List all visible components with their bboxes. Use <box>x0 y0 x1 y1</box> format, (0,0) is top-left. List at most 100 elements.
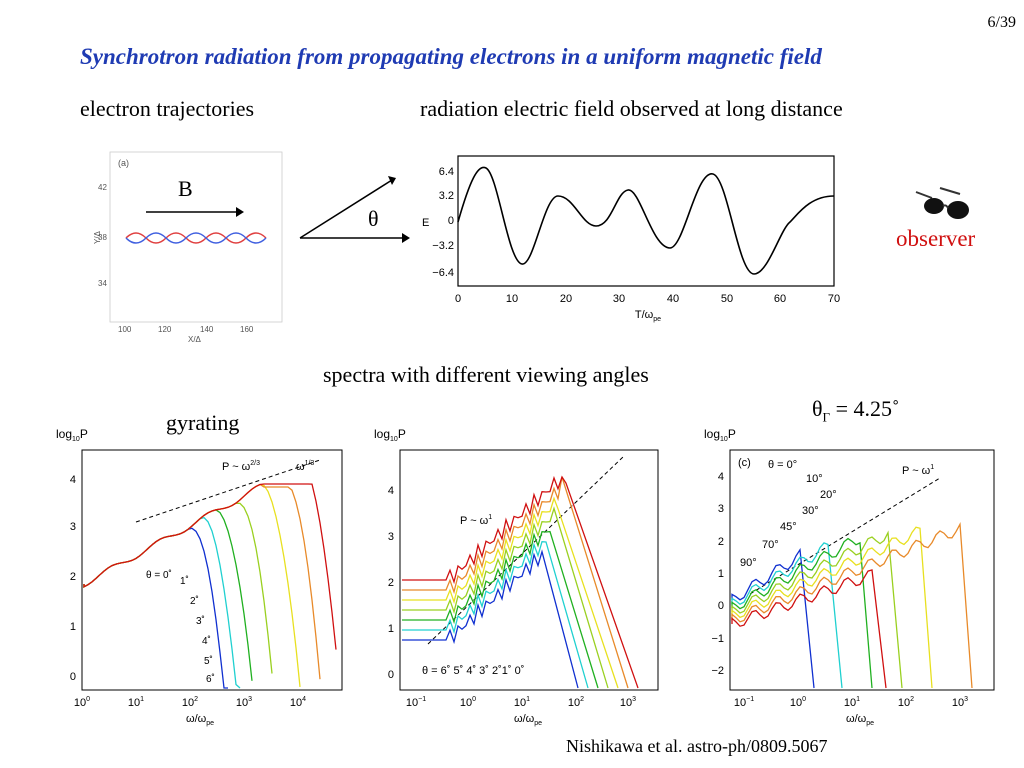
spec3-angle: 90° <box>740 557 757 569</box>
spec1-angle: 6˚ <box>206 673 215 685</box>
panel-a-xtick: 160 <box>240 325 254 334</box>
spec3-curve <box>731 522 973 689</box>
efield-curve <box>457 166 835 275</box>
panel-a-ytick: 34 <box>98 279 107 288</box>
panel-a-tag: (a) <box>118 158 129 168</box>
spec1-xtick: 103 <box>236 696 252 709</box>
spec3-xtick: 10−1 <box>734 696 754 709</box>
panel-a-ylabel: Y/Δ <box>93 230 102 244</box>
radiation-label: radiation electric field observed at lon… <box>420 96 843 121</box>
spec2-curve <box>402 496 619 689</box>
trajectory-figure: (a) 42 38 34 100 120 140 160 X/Δ Y/Δ <box>93 151 283 344</box>
spec3-angle: 10° <box>806 473 823 485</box>
efield-xtick: 70 <box>828 293 840 305</box>
spec3-xtick: 103 <box>952 696 968 709</box>
spec3-angle: 20° <box>820 489 837 501</box>
spec3-xtick: 100 <box>790 696 806 709</box>
spec1-angle: 3˚ <box>196 615 205 627</box>
spec3-curve <box>731 542 843 689</box>
spec1-xlabel: ω/ωpe <box>186 713 214 727</box>
spec2-curve <box>402 549 579 689</box>
spec3-tag: (c) <box>738 457 751 469</box>
efield-xtick: 10 <box>506 293 518 305</box>
spec2-ylabel: log10P <box>374 427 406 443</box>
spec2-curves <box>402 475 639 689</box>
spec2-ytick: 0 <box>388 669 394 681</box>
spec3-curves <box>731 522 973 689</box>
theta-gamma-label: θΓ = 4.25˚ <box>812 396 900 425</box>
panel-a-xtick: 100 <box>118 325 132 334</box>
page-number: 6/39 <box>987 14 1016 31</box>
panel-a-xlabel: X/Δ <box>188 335 202 344</box>
observer-label: observer <box>896 226 976 251</box>
spec3-ylabel: log10P <box>704 427 736 443</box>
spec3-ann: P ~ ω1 <box>902 464 934 477</box>
spec3-angle: 30° <box>802 505 819 517</box>
spec2-xtick: 10−1 <box>406 696 426 709</box>
panel-a-ytick: 42 <box>98 183 107 192</box>
spec2-xtick: 102 <box>568 696 584 709</box>
trajectory-blue <box>125 232 267 244</box>
spec1-angle: 5˚ <box>204 655 213 667</box>
spec2-angles: θ = 6˚ 5˚ 4˚ 3˚ 2˚1˚ 0˚ <box>422 665 524 677</box>
panel-a-ytick: 38 <box>98 233 107 242</box>
trajectory-red <box>125 232 267 244</box>
spec3-ytick: −2 <box>711 665 724 677</box>
spec1-xtick: 104 <box>290 696 306 709</box>
spec2-curve <box>402 476 629 689</box>
spec3-curve <box>731 530 903 689</box>
spec2-curve <box>402 530 599 689</box>
efield-xtick: 60 <box>774 293 786 305</box>
spec3-curve <box>731 547 815 689</box>
spec3-curve <box>731 569 887 689</box>
spec2-curve <box>402 506 609 689</box>
spec1-ytick: 3 <box>70 521 76 533</box>
efield-ytick: 0 <box>448 215 454 227</box>
spec1-curves <box>83 483 337 689</box>
spec1-ann-a: P ~ ω2/3 <box>222 460 260 473</box>
panel-a-xtick: 120 <box>158 325 172 334</box>
efield-xtick: 50 <box>721 293 733 305</box>
panel-a-xtick: 140 <box>200 325 214 334</box>
efield-ytick: −6.4 <box>432 267 454 279</box>
spec1-ytick: 4 <box>70 474 76 486</box>
spec1-ytick: 0 <box>70 671 76 683</box>
spec1-ytick: 1 <box>70 621 76 633</box>
b-field-label: B <box>178 176 193 201</box>
efield-ylabel: E <box>422 217 429 229</box>
spectrum-plot-3: log10P (c) 4 3 2 1 0 −1 −2 10−1 100 101 … <box>704 427 995 727</box>
spec3-ytick: 1 <box>718 568 724 580</box>
spec3-ytick: 2 <box>718 536 724 548</box>
efield-xlabel: T/ωpe <box>635 309 661 323</box>
spec1-xtick: 100 <box>74 696 90 709</box>
spec2-ytick: 4 <box>388 485 394 497</box>
viewing-angle-diagram <box>299 176 410 243</box>
spec1-angle: 4˚ <box>202 635 211 647</box>
spec3-curve <box>731 537 873 689</box>
spec3-ytick: 3 <box>718 503 724 515</box>
spec3-angle: 70° <box>762 539 779 551</box>
spec3-angle: 45° <box>780 521 797 533</box>
spec1-ylabel: log10P <box>56 427 88 443</box>
spec2-ann: P ~ ω1 <box>460 514 492 527</box>
glasses-icon <box>915 187 969 219</box>
efield-xtick: 20 <box>560 293 572 305</box>
spec3-ytick: 4 <box>718 471 724 483</box>
spec1-angle: 2˚ <box>190 595 199 607</box>
spec1-ann-b: ω1/3 <box>296 460 314 473</box>
spec2-curve <box>402 475 639 689</box>
spec2-ytick: 3 <box>388 531 394 543</box>
spec1-ytick: 2 <box>70 571 76 583</box>
spec1-xtick: 101 <box>128 696 144 709</box>
theta-label: θ <box>368 206 379 231</box>
spec3-xlabel: ω/ωpe <box>846 713 874 727</box>
efield-plot: 6.4 3.2 0 −3.2 −6.4 E 0 10 20 30 40 50 6… <box>422 155 840 323</box>
spectra-label: spectra with different viewing angles <box>323 362 649 387</box>
spec2-curve <box>402 541 589 689</box>
spec2-xtick: 103 <box>620 696 636 709</box>
efield-xtick: 30 <box>613 293 625 305</box>
spec3-xtick: 101 <box>844 696 860 709</box>
efield-ytick: 6.4 <box>439 166 454 178</box>
spectrum-plot-1: log10P 4 3 2 1 0 100 101 102 103 104 ω/ω… <box>56 427 343 727</box>
spec1-xtick: 102 <box>182 696 198 709</box>
